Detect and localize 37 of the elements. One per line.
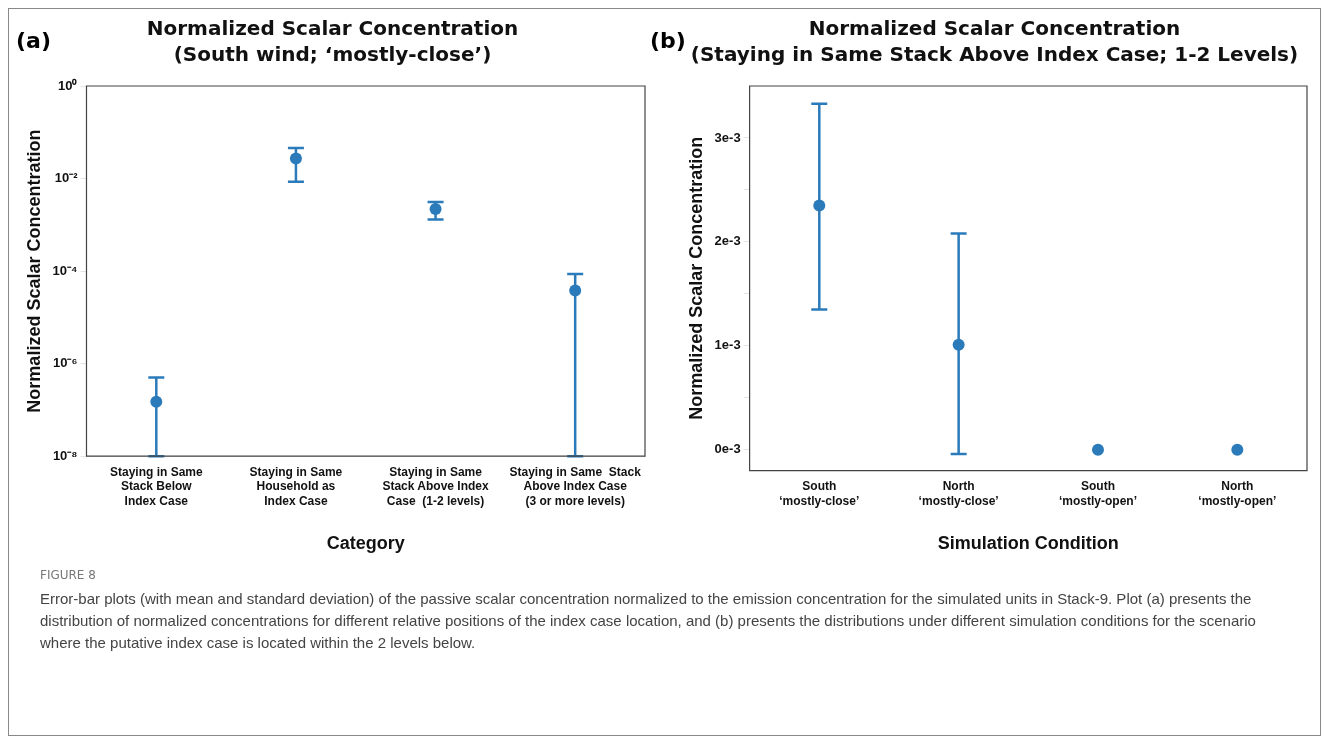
x-tick-label: North ‘mostly-close’ bbox=[918, 479, 999, 508]
x-tick-label: North ‘mostly-open’ bbox=[1198, 479, 1277, 508]
chart-title: Normalized Scalar Concentration bbox=[808, 16, 1181, 41]
point bbox=[1231, 443, 1244, 456]
x-tick-label: South ‘mostly-close’ bbox=[779, 479, 860, 508]
y-axis-title: Normalized Scalar Concentration bbox=[685, 136, 706, 420]
y-tick-label: 10⁻⁸ bbox=[52, 447, 78, 463]
text: (b) bbox=[650, 28, 686, 53]
chart-subtitle: (Staying in Same Stack Above Index Case; 1-2 Levels) bbox=[690, 42, 1299, 67]
point bbox=[813, 199, 826, 212]
y-tick-label: 0e-3 bbox=[714, 441, 741, 457]
y-tick-label: 10⁻² bbox=[54, 170, 79, 186]
point bbox=[289, 152, 302, 165]
text: Error-bar plots (with mean and standard deviation) of the passive scalar concentration normalized to the emission concentration for the simulated units in Stack-9. Plot (a) presents the distribution of normalized concentrations for different relative positions of the index case location, and (b) presents the distributions under different simulation conditions for the scenario where the putative index case is located within the 2 levels below. bbox=[40, 589, 1257, 653]
y-tick-label: 10⁻⁴ bbox=[52, 262, 78, 278]
x-tick-label: Staying in Same Household as Index Case bbox=[249, 464, 343, 508]
x-axis-title: Simulation Condition bbox=[937, 533, 1119, 554]
x-tick-label: Staying in Same Stack Above Index Case (1-2 levels) bbox=[382, 464, 490, 508]
point bbox=[429, 202, 442, 215]
chart-subtitle: (South wind; ‘mostly-close’) bbox=[173, 42, 492, 67]
point bbox=[1091, 443, 1104, 456]
y-tick-label: 3e-3 bbox=[714, 129, 741, 145]
y-tick-label: 1e-3 bbox=[714, 337, 741, 353]
chart-title: Normalized Scalar Concentration bbox=[146, 16, 519, 41]
x-tick-label: South ‘mostly-open’ bbox=[1058, 479, 1137, 508]
x-tick-label: Staying in Same Stack Above Index Case (3 or more levels) bbox=[509, 464, 642, 508]
x-axis-title: Category bbox=[326, 533, 405, 554]
caption: FIGURE 8 bbox=[40, 568, 97, 582]
x-tick-label: Staying in Same Stack Below Index Case bbox=[109, 464, 203, 508]
point bbox=[569, 284, 582, 297]
point bbox=[952, 338, 965, 351]
y-tick-label: 10⁻⁶ bbox=[53, 355, 78, 371]
y-axis-title: Normalized Scalar Concentration bbox=[23, 129, 44, 413]
y-tick-label: 10⁰ bbox=[58, 77, 78, 93]
y-tick-label: 2e-3 bbox=[714, 233, 741, 249]
text: (a) bbox=[16, 28, 51, 53]
point bbox=[150, 395, 163, 408]
